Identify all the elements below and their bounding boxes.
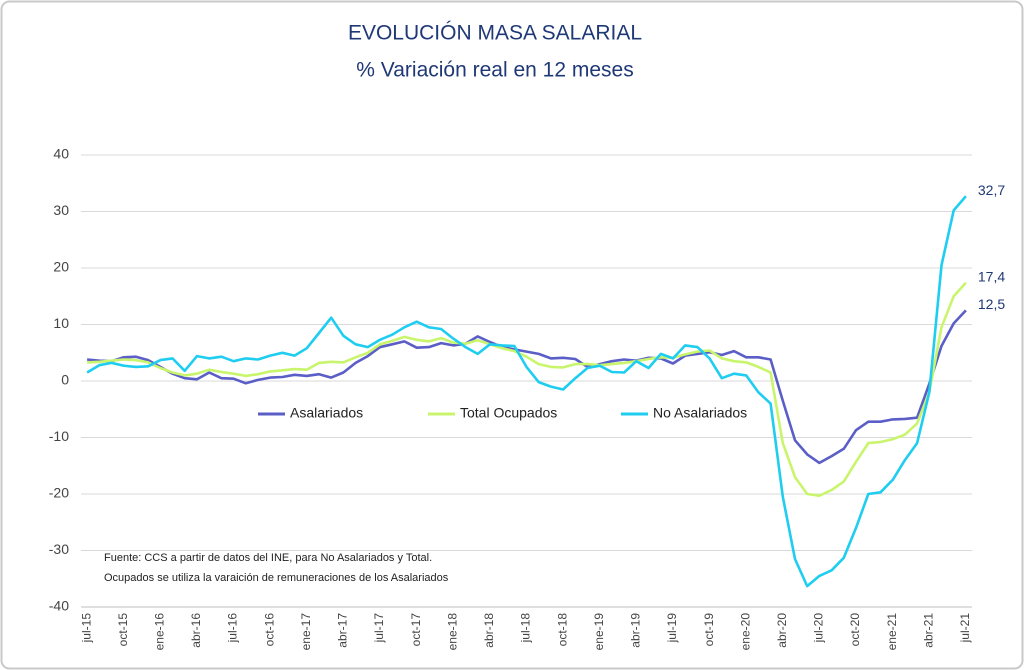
x-tick-label: jul-17 <box>372 613 386 644</box>
x-tick-label: oct-15 <box>116 613 130 647</box>
x-tick-label: ene-21 <box>885 613 899 651</box>
x-tick-label: oct-20 <box>848 613 862 647</box>
legend-label: No Asalariados <box>653 405 747 421</box>
x-tick-label: jul-21 <box>958 613 972 644</box>
x-tick-label: abr-20 <box>775 613 789 648</box>
x-tick-label: oct-17 <box>409 613 423 647</box>
x-tick-label: ene-17 <box>299 613 313 651</box>
y-tick-label: -10 <box>49 428 69 444</box>
x-tick-label: abr-17 <box>336 613 350 648</box>
legend-label: Asalariados <box>290 405 363 421</box>
legend-label: Total Ocupados <box>460 405 557 421</box>
x-tick-label: ene-20 <box>738 613 752 651</box>
y-tick-label: -20 <box>49 485 69 501</box>
x-tick-label: oct-19 <box>702 613 716 647</box>
chart-title: EVOLUCIÓN MASA SALARIAL <box>348 22 642 45</box>
y-tick-label: 0 <box>61 372 69 388</box>
y-tick-label: 30 <box>53 202 69 218</box>
x-tick-label: ene-19 <box>592 613 606 651</box>
line <box>86 195 967 588</box>
note: Fuente: CCS a partir de datos del INE, p… <box>104 552 432 564</box>
value-label: 32,7 <box>978 182 1005 198</box>
line <box>87 281 967 497</box>
x-tick-label: ene-16 <box>153 613 167 651</box>
x-tick-label: oct-18 <box>555 613 569 647</box>
y-tick-label: 20 <box>53 259 69 275</box>
y-tick-label: 10 <box>53 315 69 331</box>
y-tick-label: -30 <box>49 541 69 557</box>
x-tick-label: jul-18 <box>519 613 533 644</box>
x-tick-label: abr-16 <box>189 613 203 648</box>
x-tick-label: abr-21 <box>921 613 935 648</box>
value-label: 12,5 <box>978 296 1005 312</box>
x-tick-label: ene-18 <box>445 613 459 651</box>
x-tick-label: jul-20 <box>812 613 826 644</box>
x-tick-label: jul-19 <box>665 613 679 644</box>
y-tick-label: 40 <box>53 146 69 162</box>
note: Ocupados se utiliza la varaición de remu… <box>104 572 449 584</box>
x-tick-label: abr-19 <box>629 613 643 648</box>
x-tick-label: abr-18 <box>482 613 496 648</box>
value-label: 17,4 <box>978 268 1005 284</box>
y-tick-label: -40 <box>49 598 69 614</box>
x-tick-label: jul-16 <box>226 613 240 644</box>
chart-subtitle: % Variación real en 12 meses <box>356 59 633 82</box>
line <box>86 309 967 465</box>
x-tick-label: oct-16 <box>262 613 276 647</box>
x-tick-label: jul-15 <box>79 613 93 644</box>
